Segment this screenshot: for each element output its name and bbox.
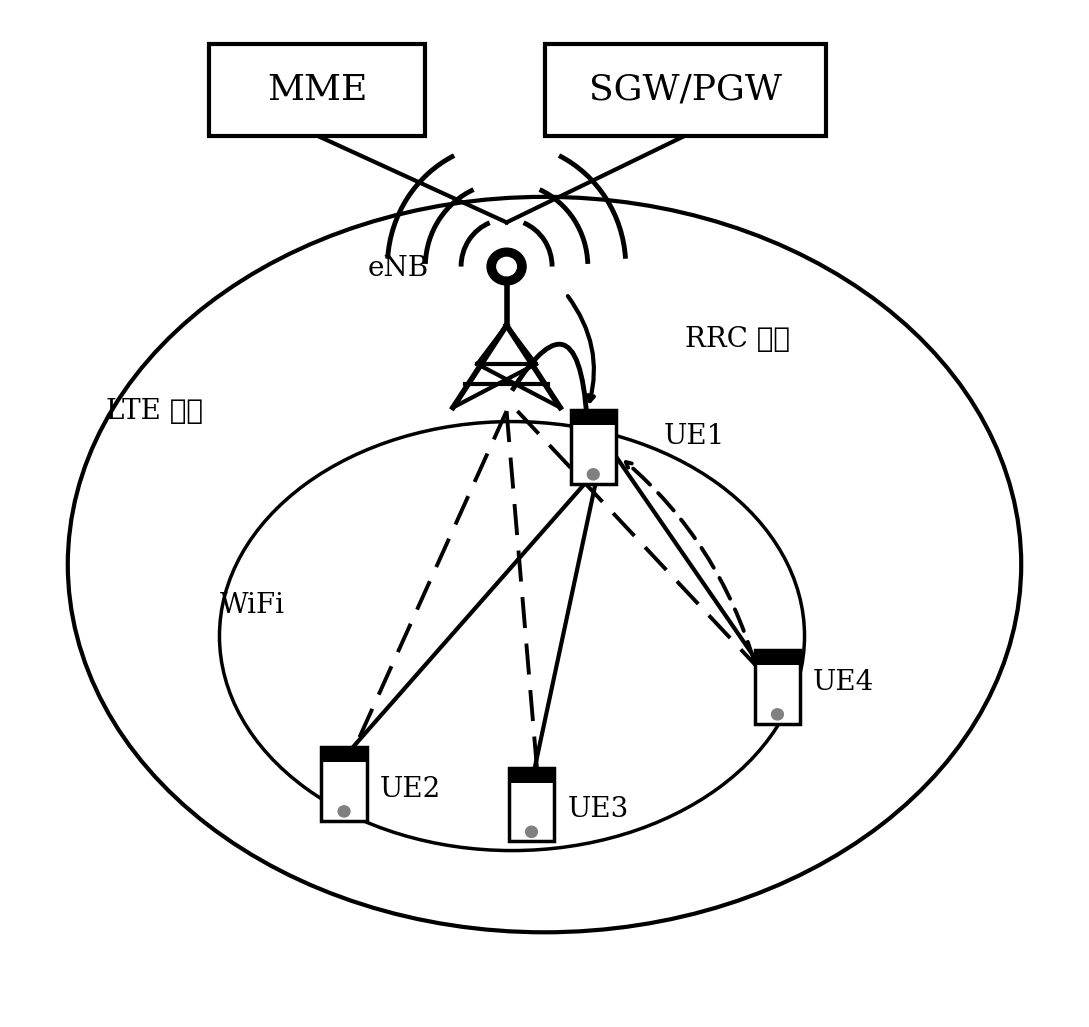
Text: UE3: UE3 [567, 796, 628, 824]
Text: UE2: UE2 [380, 775, 441, 803]
Circle shape [497, 258, 516, 276]
Text: WiFi: WiFi [220, 592, 284, 619]
FancyBboxPatch shape [321, 748, 367, 821]
FancyBboxPatch shape [755, 650, 800, 724]
Text: SGW/PGW: SGW/PGW [589, 73, 782, 107]
FancyBboxPatch shape [509, 768, 554, 841]
Text: MME: MME [267, 73, 367, 107]
Text: UE4: UE4 [813, 669, 874, 695]
FancyBboxPatch shape [544, 43, 827, 136]
Text: LTE 小区: LTE 小区 [106, 397, 203, 425]
Circle shape [587, 468, 599, 480]
FancyBboxPatch shape [321, 748, 367, 762]
Text: UE1: UE1 [663, 423, 725, 451]
Circle shape [339, 806, 350, 816]
Text: RRC 连接: RRC 连接 [685, 327, 791, 353]
Circle shape [526, 827, 537, 837]
FancyBboxPatch shape [571, 411, 616, 484]
Circle shape [487, 249, 526, 284]
FancyBboxPatch shape [755, 650, 800, 665]
Circle shape [771, 709, 783, 720]
FancyBboxPatch shape [209, 43, 426, 136]
FancyBboxPatch shape [509, 768, 554, 783]
FancyBboxPatch shape [571, 411, 616, 425]
Text: eNB: eNB [368, 255, 429, 281]
